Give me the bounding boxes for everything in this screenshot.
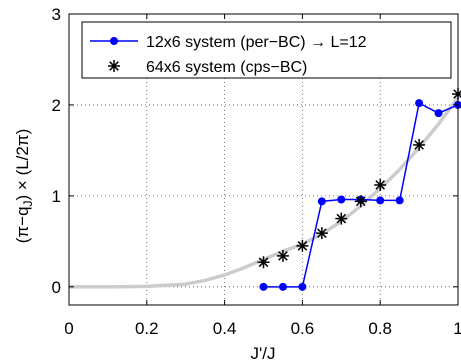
plot-frame: [68, 13, 459, 306]
data-point-per-bc: [415, 99, 424, 108]
legend-box: [81, 21, 452, 79]
legend-marker-per-bc: [110, 37, 118, 45]
data-point-cps-bc: [257, 256, 270, 269]
data-point-per-bc: [434, 109, 443, 118]
y-tick-label: 3: [52, 5, 61, 24]
data-point-per-bc: [298, 282, 307, 291]
y-axis-label-subscript: J: [21, 200, 35, 206]
y-tick-label: 1: [52, 187, 61, 206]
data-point-per-bc: [395, 196, 404, 205]
data-point-cps-bc: [276, 249, 289, 262]
theory-curve: [69, 96, 460, 289]
ticks: 0 0.2 0.4 0.6 0.8 1 0 1 2 3: [52, 5, 461, 338]
x-axis-label: J'/J: [251, 344, 276, 363]
data-point-cps-bc: [354, 195, 367, 208]
x-tick-label: 0: [64, 319, 73, 338]
series-layer: [69, 88, 461, 291]
x-tick-label: 0.4: [213, 319, 237, 338]
data-point-per-bc: [337, 195, 346, 204]
x-tick-label: 0.8: [368, 319, 392, 338]
x-tick-label: 1: [453, 319, 461, 338]
series-line-per-bc: [263, 101, 459, 288]
y-tick-label: 2: [52, 96, 61, 115]
legend-marker-cps-bc: [108, 60, 120, 72]
y-axis-label: (π−qJ) × (L/2π): [13, 129, 35, 244]
y-tick-label: 0: [52, 278, 61, 297]
data-point-cps-bc: [315, 227, 328, 240]
legend-label-per-bc: 12x6 system (per−BC) → L=12: [146, 34, 367, 51]
legend: 12x6 system (per−BC) → L=12 64x6 system …: [81, 21, 452, 79]
data-point-per-bc: [376, 196, 385, 205]
data-point-cps-bc: [296, 239, 309, 252]
x-tick-label: 0.6: [291, 319, 315, 338]
data-point-cps-bc: [374, 178, 387, 191]
y-axis-label-open: (π−q: [13, 206, 32, 243]
data-point-per-bc: [278, 282, 287, 291]
data-point-cps-bc: [335, 212, 348, 225]
y-axis-label-close: ) × (L/2π): [13, 129, 32, 201]
data-point-per-bc: [259, 282, 268, 291]
x-tick-label: 0.2: [135, 319, 159, 338]
data-point-per-bc: [317, 197, 326, 206]
data-point-cps-bc: [413, 138, 426, 151]
legend-label-cps-bc: 64x6 system (cps−BC): [146, 59, 307, 76]
